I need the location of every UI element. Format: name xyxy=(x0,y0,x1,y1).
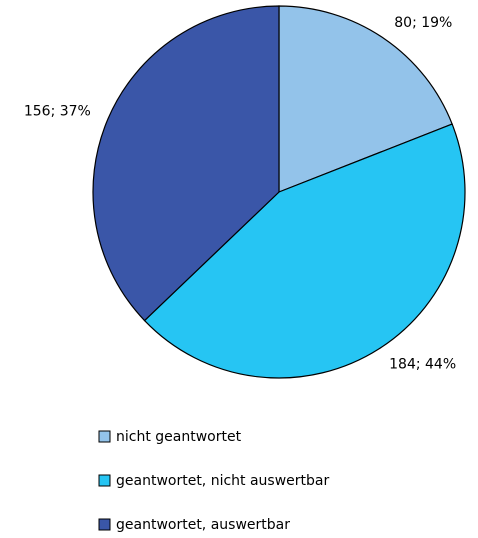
legend-swatch xyxy=(98,518,111,531)
legend-swatch xyxy=(98,474,111,487)
legend-label: nicht geantwortet xyxy=(116,429,242,445)
pie-slice xyxy=(143,123,466,379)
legend-swatch xyxy=(98,430,111,443)
legend-label: geantwortet, auswertbar xyxy=(116,517,290,533)
data-label: 80; 19% xyxy=(394,15,452,31)
legend-label: geantwortet, nicht auswertbar xyxy=(116,473,329,489)
data-label: 184; 44% xyxy=(389,356,456,372)
data-label: 156; 37% xyxy=(24,104,91,120)
pie-slice xyxy=(92,5,280,322)
pie-slice xyxy=(278,5,453,193)
